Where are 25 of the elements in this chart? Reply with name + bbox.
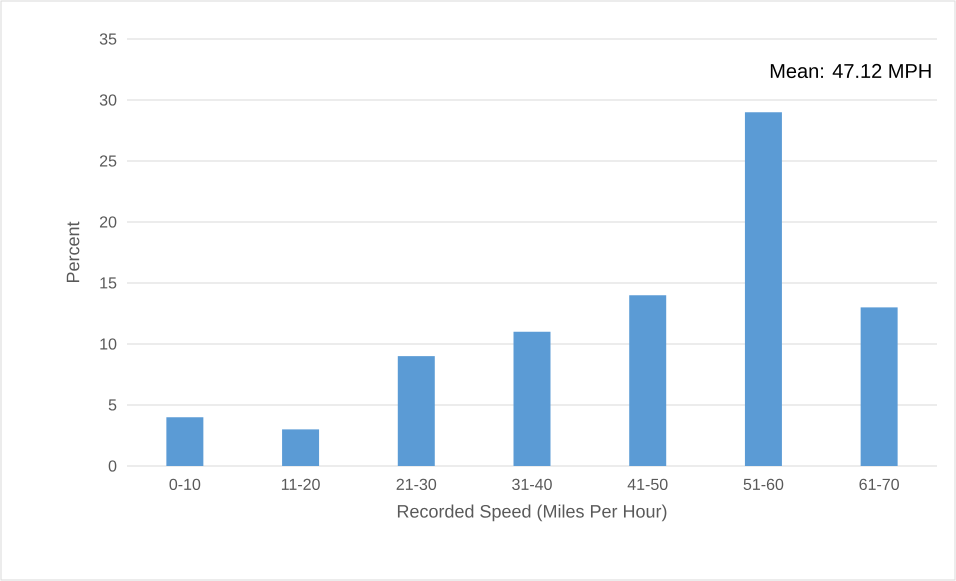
bar: [744, 112, 782, 466]
x-tick-label: 21-30: [396, 478, 436, 490]
annotation: Mean: 47.12 MPH: [770, 64, 931, 78]
x-tick-label: 51-60: [744, 478, 784, 490]
bar: [514, 332, 550, 466]
y-tick-label: 20: [100, 216, 116, 228]
x-tick-label: 11-20: [282, 478, 320, 490]
y-tick-label: 15: [100, 277, 116, 289]
bar: [398, 356, 435, 466]
x-tick-label: 41-50: [628, 478, 668, 490]
bar: [860, 307, 898, 466]
y-tick-label: 5: [108, 399, 116, 411]
y-tick-label: 35: [100, 33, 116, 45]
y-tick-label: 10: [100, 338, 116, 350]
y-tick-label: 25: [100, 155, 116, 167]
x-axis-title: Recorded Speed (Miles Per Hour): [398, 504, 666, 522]
x-tick-label: 61-70: [859, 478, 899, 490]
y-axis-title: Percent: [66, 222, 80, 282]
y-tick-label: 30: [100, 94, 116, 106]
x-tick-label: 31-40: [512, 478, 552, 490]
x-tick-label: 0-10: [169, 478, 200, 490]
bar: [166, 417, 204, 466]
y-tick-label: 0: [108, 460, 116, 472]
bar: [282, 429, 320, 466]
bar: [629, 295, 666, 466]
